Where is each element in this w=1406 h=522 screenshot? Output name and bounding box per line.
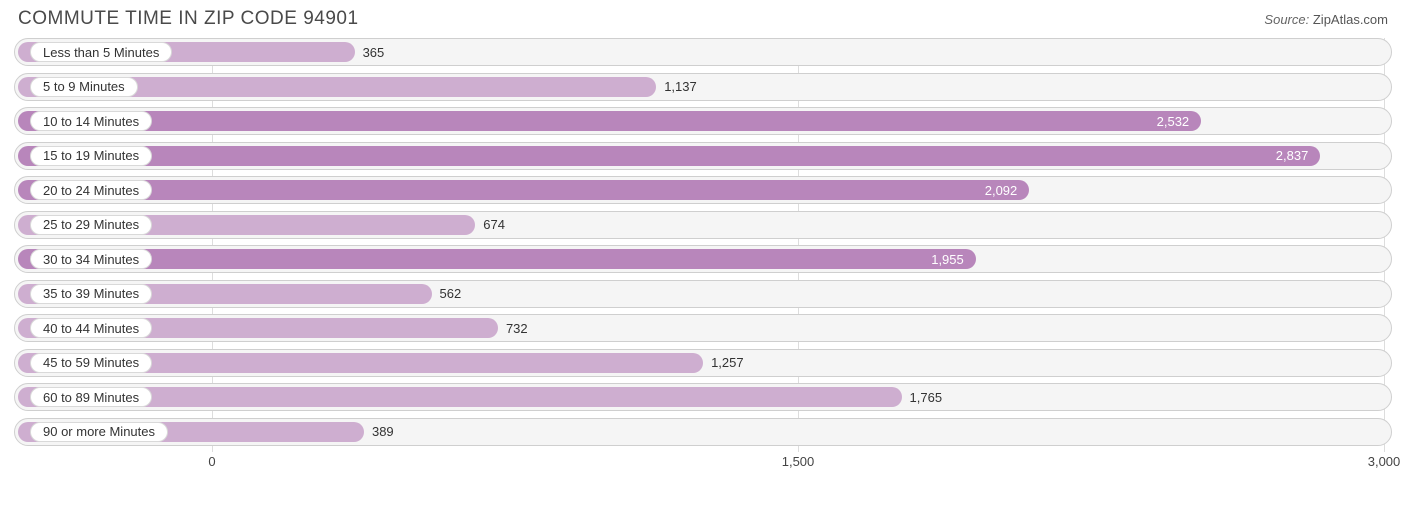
- bar-row: 15 to 19 Minutes 2,837: [14, 142, 1392, 170]
- source-value: ZipAtlas.com: [1313, 12, 1388, 27]
- category-pill: 20 to 24 Minutes: [30, 180, 152, 200]
- value-label: 2,092: [985, 176, 1018, 204]
- x-tick-label: 1,500: [782, 454, 815, 469]
- value-label: 2,532: [1157, 107, 1190, 135]
- bar-fill: [18, 249, 976, 269]
- value-label: 365: [363, 38, 385, 66]
- category-pill: 60 to 89 Minutes: [30, 387, 152, 407]
- chart-header: COMMUTE TIME IN ZIP CODE 94901 Source: Z…: [0, 0, 1406, 34]
- x-tick-label: 0: [208, 454, 215, 469]
- value-label: 1,257: [711, 349, 744, 377]
- bar-fill: [18, 180, 1029, 200]
- bar-fill: [18, 111, 1201, 131]
- value-label: 562: [440, 280, 462, 308]
- source-label: Source:: [1264, 12, 1309, 27]
- category-pill: Less than 5 Minutes: [30, 42, 172, 62]
- value-label: 674: [483, 211, 505, 239]
- category-pill: 35 to 39 Minutes: [30, 284, 152, 304]
- category-pill: 15 to 19 Minutes: [30, 146, 152, 166]
- value-label: 1,765: [910, 383, 943, 411]
- bar-row: 35 to 39 Minutes 562: [14, 280, 1392, 308]
- category-pill: 90 or more Minutes: [30, 422, 168, 442]
- chart-source: Source: ZipAtlas.com: [1264, 12, 1388, 27]
- bar-fill: [18, 146, 1320, 166]
- chart-title: COMMUTE TIME IN ZIP CODE 94901: [18, 8, 359, 30]
- chart-plot-area: Less than 5 Minutes 365 5 to 9 Minutes 1,13…: [14, 38, 1392, 446]
- x-tick-label: 3,000: [1368, 454, 1401, 469]
- bar-row: 40 to 44 Minutes 732: [14, 314, 1392, 342]
- bar-row: 5 to 9 Minutes 1,137: [14, 73, 1392, 101]
- bar-row: 20 to 24 Minutes 2,092: [14, 176, 1392, 204]
- category-pill: 5 to 9 Minutes: [30, 77, 138, 97]
- category-pill: 10 to 14 Minutes: [30, 111, 152, 131]
- bar-row: 10 to 14 Minutes 2,532: [14, 107, 1392, 135]
- x-axis: 01,5003,000: [14, 452, 1392, 476]
- value-label: 1,137: [664, 73, 697, 101]
- category-pill: 25 to 29 Minutes: [30, 215, 152, 235]
- value-label: 1,955: [931, 245, 964, 273]
- bar-row: 30 to 34 Minutes 1,955: [14, 245, 1392, 273]
- bar-row: 90 or more Minutes 389: [14, 418, 1392, 446]
- value-label: 732: [506, 314, 528, 342]
- bar-row: 45 to 59 Minutes 1,257: [14, 349, 1392, 377]
- category-pill: 45 to 59 Minutes: [30, 353, 152, 373]
- category-pill: 30 to 34 Minutes: [30, 249, 152, 269]
- value-label: 2,837: [1276, 142, 1309, 170]
- bar-row: 60 to 89 Minutes 1,765: [14, 383, 1392, 411]
- value-label: 389: [372, 418, 394, 446]
- bar-row: 25 to 29 Minutes 674: [14, 211, 1392, 239]
- category-pill: 40 to 44 Minutes: [30, 318, 152, 338]
- bar-row: Less than 5 Minutes 365: [14, 38, 1392, 66]
